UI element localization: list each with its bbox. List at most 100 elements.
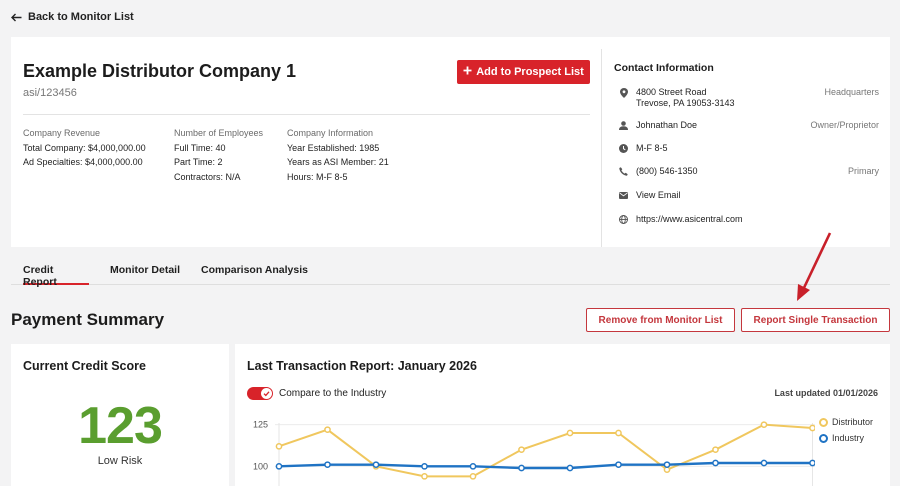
toggle-knob [261, 388, 272, 399]
credit-score-title: Current Credit Score [23, 359, 146, 373]
add-to-prospect-button[interactable]: Add to Prospect List [457, 60, 590, 84]
contact-address: 4800 Street Road Trevose, PA 19053-3143 … [619, 87, 879, 109]
data-point-industry[interactable] [760, 459, 768, 467]
data-point-industry[interactable] [324, 461, 331, 469]
years-member: Years as ASI Member: 21 [287, 157, 389, 167]
y-tick-label: 100 [253, 461, 268, 471]
plus-icon [463, 66, 472, 78]
transaction-report-card: Last Transaction Report: January 2026 Co… [235, 344, 890, 486]
contact-person: Johnathan Doe Owner/Proprietor [619, 120, 879, 131]
hours-text: M-F 8-5 [636, 143, 668, 153]
envelope-icon [619, 191, 628, 200]
contact-phone: (800) 546-1350 Primary [619, 166, 879, 177]
data-point-distributor[interactable] [809, 424, 815, 432]
last-updated-text: Last updated 01/01/2026 [774, 388, 878, 398]
employees-block: Number of Employees Full Time: 40 Part T… [174, 126, 263, 184]
legend-industry-label: Industry [832, 433, 865, 443]
remove-from-monitor-button[interactable]: Remove from Monitor List [586, 308, 735, 332]
legend-industry-marker [819, 433, 828, 443]
tab-credit-report[interactable]: Credit Report [23, 264, 89, 288]
data-point-industry[interactable] [566, 464, 574, 472]
person-tag: Owner/Proprietor [810, 120, 879, 130]
phone-icon [619, 167, 628, 176]
series-line-distributor [278, 423, 813, 478]
company-info-block: Company Information Year Established: 19… [287, 126, 389, 184]
risk-label: Low Risk [97, 455, 143, 467]
company-card: Example Distributor Company 1 asi/123456… [11, 37, 890, 247]
compare-industry-toggle[interactable] [247, 387, 273, 400]
legend-industry[interactable]: Industry [819, 430, 873, 446]
legend-distributor-marker [819, 417, 828, 427]
data-point-industry[interactable] [615, 461, 622, 469]
company-hours: Hours: M-F 8-5 [287, 171, 348, 182]
data-point-industry[interactable] [421, 462, 428, 470]
contact-hours: M-F 8-5 [619, 143, 879, 154]
employees-heading: Number of Employees [174, 128, 264, 138]
revenue-total: Total Company: $4,000,000.00 [23, 142, 146, 153]
data-point-industry[interactable] [712, 459, 719, 467]
data-point-distributor[interactable] [615, 429, 622, 437]
revenue-heading: Company Revenue [23, 128, 101, 138]
contact-website[interactable]: https://www.asicentral.com [619, 214, 879, 225]
data-point-industry[interactable] [809, 459, 815, 467]
employees-full: Full Time: 40 [174, 142, 226, 153]
data-point-industry[interactable] [663, 461, 671, 469]
phone-text: (800) 546-1350 [636, 166, 698, 176]
back-label: Back to Monitor List [28, 11, 134, 23]
globe-icon [619, 215, 628, 224]
credit-score-card: Current Credit Score 123 Low Risk [11, 344, 229, 486]
company-info-heading: Company Information [287, 128, 374, 138]
clock-icon [619, 144, 628, 153]
website-link[interactable]: https://www.asicentral.com [636, 214, 743, 224]
employees-contractors: Contractors: N/A [174, 171, 241, 182]
address-tag: Headquarters [824, 87, 879, 97]
legend-distributor[interactable]: Distributor [819, 414, 873, 430]
address-line2: Trevose, PA 19053-3143 [636, 98, 735, 108]
data-point-distributor[interactable] [324, 426, 331, 434]
tab-monitor-detail[interactable]: Monitor Detail [110, 264, 180, 276]
arrow-left-icon [11, 13, 22, 22]
data-point-distributor[interactable] [469, 472, 477, 480]
transaction-report-title: Last Transaction Report: January 2026 [247, 359, 477, 373]
employees-part: Part Time: 2 [174, 157, 223, 167]
data-point-distributor[interactable] [275, 442, 283, 450]
transaction-line-chart: 125 100 [253, 420, 815, 486]
revenue-block: Company Revenue Total Company: $4,000,00… [23, 126, 146, 170]
address-line1: 4800 Street Road [636, 87, 707, 97]
data-point-distributor[interactable] [518, 446, 525, 454]
vertical-divider [601, 49, 602, 247]
phone-tag: Primary [848, 166, 879, 176]
compare-industry-control: Compare to the Industry [247, 387, 386, 400]
data-point-distributor[interactable] [712, 446, 719, 454]
red-arrow-annotation [797, 232, 832, 301]
tab-bar: Credit Report Monitor Detail Comparison … [11, 264, 890, 288]
data-point-distributor[interactable] [421, 472, 428, 480]
user-icon [619, 121, 628, 130]
contact-email[interactable]: View Email [619, 190, 879, 201]
company-asi-id: asi/123456 [23, 87, 77, 99]
map-pin-icon [619, 87, 628, 98]
contact-title: Contact Information [614, 62, 714, 74]
data-point-industry[interactable] [518, 464, 525, 472]
report-single-transaction-button[interactable]: Report Single Transaction [741, 308, 890, 332]
chart-legend: Distributor Industry [819, 414, 873, 446]
y-tick-label: 125 [253, 420, 268, 430]
tab-comparison-analysis[interactable]: Comparison Analysis [201, 264, 308, 276]
payment-summary-title: Payment Summary [11, 310, 165, 329]
company-name: Example Distributor Company 1 [23, 61, 297, 81]
back-to-monitor-link[interactable]: Back to Monitor List [11, 11, 134, 23]
data-point-distributor[interactable] [566, 429, 574, 437]
data-point-industry[interactable] [275, 462, 283, 470]
series-line-industry [278, 461, 813, 470]
year-established: Year Established: 1985 [287, 142, 380, 153]
revenue-ad: Ad Specialties: $4,000,000.00 [23, 157, 143, 167]
data-point-distributor[interactable] [760, 421, 768, 429]
data-point-industry[interactable] [372, 461, 380, 469]
view-email-link[interactable]: View Email [636, 190, 681, 200]
divider [23, 114, 590, 115]
legend-distributor-label: Distributor [832, 417, 874, 427]
add-to-prospect-label: Add to Prospect List [476, 66, 584, 78]
data-point-industry[interactable] [469, 462, 477, 470]
compare-industry-label: Compare to the Industry [279, 388, 387, 399]
person-name: Johnathan Doe [636, 120, 698, 130]
